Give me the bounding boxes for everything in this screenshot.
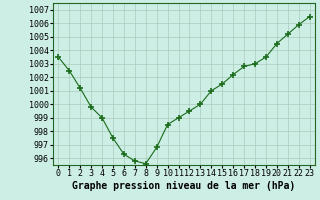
X-axis label: Graphe pression niveau de la mer (hPa): Graphe pression niveau de la mer (hPa)	[72, 181, 296, 191]
